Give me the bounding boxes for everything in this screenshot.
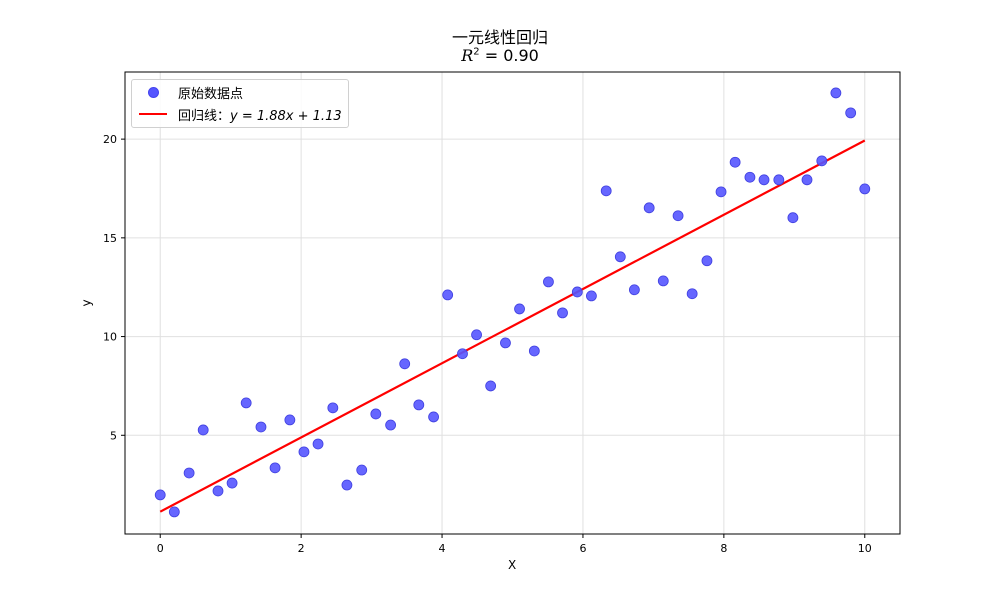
data-point [312,438,324,450]
data-point [758,174,770,186]
data-point [457,348,468,360]
data-point [614,251,626,263]
data-point [686,288,698,300]
data-point [341,479,353,491]
r-symbol: R [461,46,474,65]
data-point [715,186,727,198]
data-point [571,286,583,298]
regression-line [159,139,866,513]
data-point [298,446,310,458]
data-point [543,276,554,288]
y-tick-label: 20 [103,133,117,146]
data-point [643,202,655,214]
y-tick-label: 5 [110,429,117,442]
y-axis-ticks: 5 10 15 20 [103,133,125,442]
legend: 原始数据点 回归线：y = 1.88x + 1.13 [131,79,349,128]
legend-label-line: 回归线：y = 1.88x + 1.13 [178,108,342,124]
data-points [154,87,871,518]
data-point [773,174,785,186]
data-point [600,185,612,197]
data-point [255,421,267,433]
r-superscript: 2 [473,46,480,58]
y-axis-label: y [79,299,94,307]
x-axis-label: X [508,558,517,572]
data-point [816,155,828,167]
x-tick-label: 6 [579,542,586,555]
data-point [442,289,454,301]
legend-label-scatter: 原始数据点 [178,86,244,102]
data-point [729,156,741,168]
data-point [240,397,252,409]
data-point [830,87,842,99]
regression-equation: y = 1.88x + 1.13 [230,108,342,124]
legend-item-line: 回归线：y = 1.88x + 1.13 [132,104,342,124]
data-point [672,210,684,222]
chart-title: 一元线性回归 [451,28,548,47]
x-tick-label: 2 [298,542,305,555]
data-point [528,345,540,357]
data-point [385,419,397,431]
data-point [845,107,857,119]
data-point [428,411,439,423]
x-tick-label: 10 [858,542,872,555]
data-point [212,485,224,497]
r2-value: = 0.90 [479,46,539,65]
data-point [356,464,368,476]
data-point [514,303,525,315]
data-point [744,171,756,183]
data-point [197,424,209,436]
chart-subtitle-r2: R2 = 0.90 [0,46,1000,65]
data-point [399,358,411,370]
data-point [787,212,799,224]
data-point [557,307,568,319]
data-point [500,337,511,349]
data-point [586,290,597,302]
y-tick-label: 15 [103,232,117,245]
grid-lines [125,72,900,534]
data-point [413,399,425,411]
x-tick-label: 8 [720,542,727,555]
x-tick-label: 0 [157,542,164,555]
data-point [471,329,482,341]
legend-item-scatter: 原始数据点 [132,82,243,102]
data-point [269,462,281,474]
data-point [327,402,339,414]
data-point [154,489,166,501]
data-point [284,414,296,426]
data-point [801,174,813,186]
data-point [226,477,238,489]
y-tick-label: 10 [103,331,117,344]
circle-marker-icon [147,86,159,98]
x-tick-label: 4 [439,542,446,555]
data-point [168,506,180,518]
axes-frame [124,71,901,535]
data-point [701,255,713,267]
data-point [370,408,382,420]
data-point [485,380,497,392]
data-point [657,275,669,287]
data-point [859,183,871,195]
data-point [183,467,195,479]
line-marker-icon [139,112,167,116]
data-point [628,284,640,296]
x-axis-ticks: 0 2 4 6 8 10 [157,534,872,555]
